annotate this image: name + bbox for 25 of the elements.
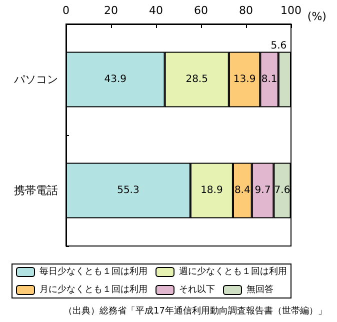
data-label: 8.4 [234,185,250,196]
data-label: 13.9 [233,74,256,85]
data-label: 28.5 [186,74,208,85]
x-tick-label: 20 [104,4,118,17]
x-tick-label: 60 [194,4,208,17]
x-tick-label: 0 [62,4,70,17]
data-label: 9.7 [254,185,271,196]
x-axis-title: (%) [307,10,326,23]
data-label: 43.9 [104,74,127,85]
x-tick-label: 80 [239,4,253,17]
data-label: 55.3 [117,185,140,196]
legend-label: 月に少なくとも１回は利用 [40,284,148,295]
data-label: 18.9 [200,185,223,196]
y-tick-label: パソコン [13,73,58,86]
data-label: 7.6 [274,185,290,196]
legend-label: それ以下 [179,284,215,295]
legend-label: 無回答 [246,284,274,295]
y-tick-label: 携帯電話 [14,184,58,197]
x-tick-label: 100 [280,4,302,17]
legend-label: 毎日少なくとも１回は利用 [40,266,148,277]
data-label: 5.6 [270,40,287,52]
legend-label: 週に少なくとも１回は利用 [179,266,287,277]
x-tick-label: 40 [149,4,163,17]
text: （出典）総務省「平成17年通信利用動向調査報告書（世帯編）」 [64,306,327,316]
data-label: 8.1 [261,74,278,85]
